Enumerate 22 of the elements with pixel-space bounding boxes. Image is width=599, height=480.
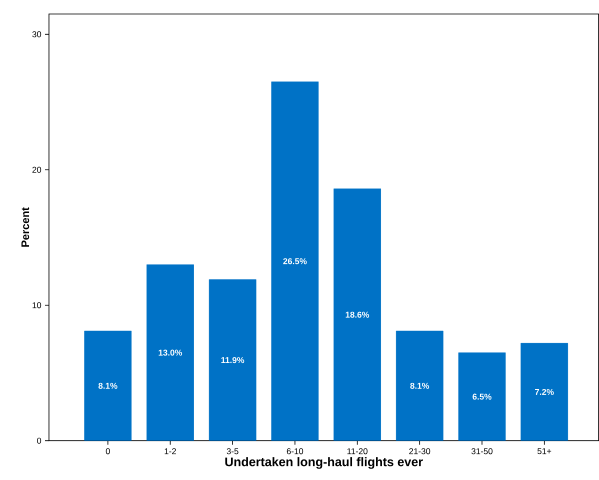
x-tick-label: 0: [106, 448, 110, 454]
data-label: 11.9%: [221, 357, 244, 364]
data-label: 8.1%: [98, 382, 118, 389]
x-tick-label: 31-50: [471, 448, 493, 454]
x-axis-title: Undertaken long-haul flights ever: [225, 457, 423, 469]
data-label: 26.5%: [283, 258, 307, 264]
data-label: 6.5%: [472, 394, 492, 400]
x-tick-label: 51+: [537, 448, 552, 454]
y-tick-label: 10: [32, 302, 42, 308]
y-tick-label: 30: [32, 31, 42, 38]
x-tick-label: 11-20: [347, 448, 368, 454]
x-tick-label: 3-5: [226, 448, 238, 454]
data-label: 8.1%: [410, 382, 430, 389]
data-label: 13.0%: [158, 350, 182, 356]
data-label: 7.2%: [535, 389, 554, 396]
x-tick-label: 6-10: [286, 448, 304, 454]
data-label: 18.6%: [346, 312, 370, 318]
y-axis-title: Percent: [21, 207, 30, 247]
y-tick-label: 20: [32, 166, 42, 173]
x-tick-label: 21-30: [409, 448, 430, 454]
x-tick-label: 1-2: [164, 448, 176, 454]
y-tick-label: 0: [37, 438, 42, 444]
